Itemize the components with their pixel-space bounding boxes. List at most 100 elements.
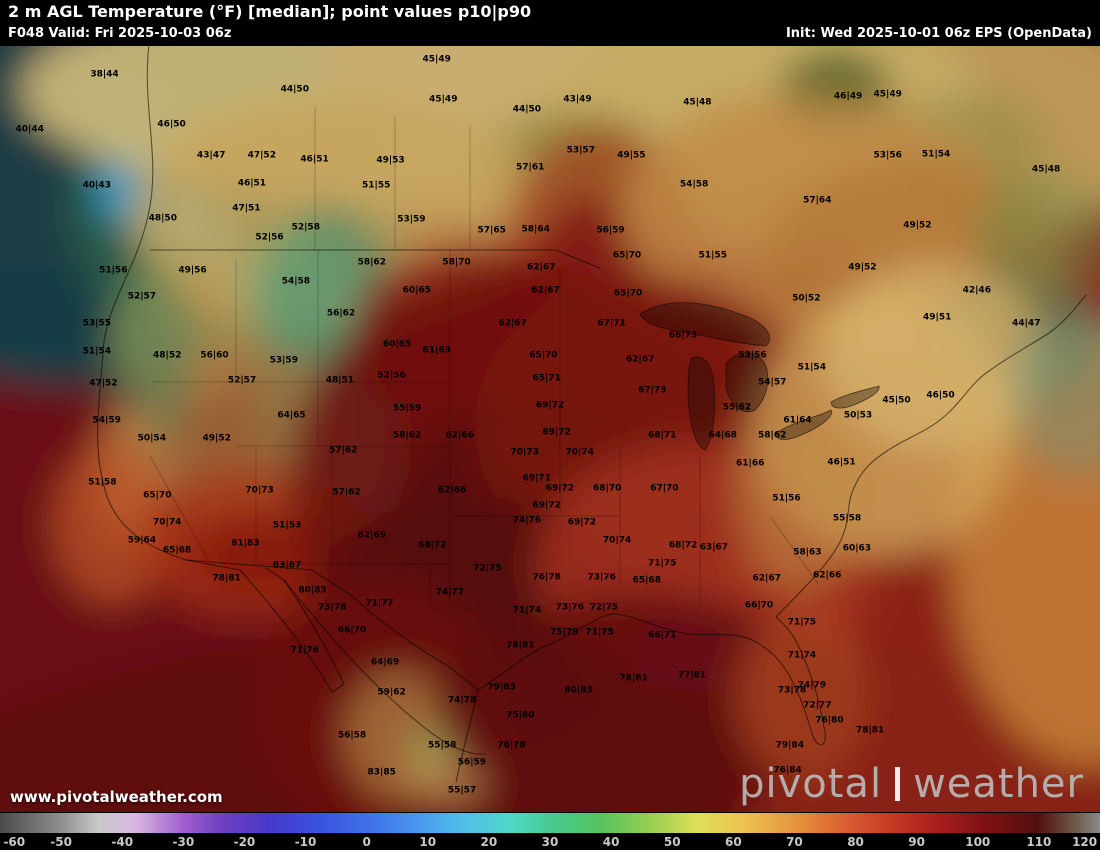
point-value: 58|70 bbox=[442, 257, 471, 268]
point-value: 48|50 bbox=[148, 213, 177, 224]
point-value: 55|59 bbox=[392, 403, 422, 414]
point-value: 61|69 bbox=[422, 345, 451, 356]
point-value: 46|51 bbox=[237, 178, 267, 189]
point-value: 58|62 bbox=[758, 430, 787, 441]
point-value: 73|78 bbox=[318, 602, 347, 613]
point-value: 74|78 bbox=[447, 695, 477, 706]
point-value: 78|81 bbox=[212, 573, 241, 584]
point-value: 47|52 bbox=[247, 150, 276, 161]
point-value: 47|52 bbox=[89, 378, 118, 389]
colorbar-gradient bbox=[0, 813, 1100, 833]
point-value: 49|56 bbox=[178, 265, 207, 276]
point-value: 46|51 bbox=[300, 154, 329, 165]
colorbar-tick-label: 80 bbox=[847, 835, 864, 849]
colorbar-tick-label: 50 bbox=[663, 835, 681, 849]
point-value: 76|80 bbox=[815, 715, 844, 726]
point-value: 62|67 bbox=[531, 285, 560, 296]
time-bar: F048 Valid: Fri 2025-10-03 06z Init: Wed… bbox=[0, 24, 1100, 46]
point-value: 67|70 bbox=[650, 483, 679, 494]
point-value: 54|58 bbox=[281, 276, 311, 287]
point-value: 40|44 bbox=[15, 124, 44, 135]
point-value: 56|58 bbox=[337, 730, 367, 741]
point-value: 60|65 bbox=[402, 285, 432, 296]
point-value: 73|78 bbox=[777, 685, 807, 696]
brand-logo: pivotal weather bbox=[739, 764, 1084, 804]
point-value: 69|72 bbox=[542, 427, 571, 438]
point-value: 56|59 bbox=[596, 225, 625, 236]
point-value: 70|74 bbox=[602, 535, 632, 546]
point-value: 45|48 bbox=[683, 97, 712, 108]
point-value: 55|57 bbox=[447, 785, 477, 796]
point-value: 52|58 bbox=[291, 222, 320, 233]
point-value: 76|84 bbox=[773, 765, 802, 776]
point-value: 67|73 bbox=[638, 385, 667, 396]
point-value: 53|59 bbox=[397, 214, 426, 225]
watermark-url: www.pivotalweather.com bbox=[10, 788, 223, 806]
point-value: 69|72 bbox=[545, 483, 575, 494]
point-value: 71|75 bbox=[787, 617, 817, 628]
point-value: 65|71 bbox=[532, 373, 561, 384]
point-value: 46|50 bbox=[157, 119, 186, 130]
point-value: 83|85 bbox=[367, 767, 396, 778]
point-value: 42|46 bbox=[962, 285, 991, 296]
point-value: 54|57 bbox=[758, 377, 787, 388]
coastline-borders bbox=[97, 46, 1087, 783]
point-value: 53|59 bbox=[269, 355, 298, 366]
point-value: 38|44 bbox=[90, 69, 119, 80]
point-value: 58|63 bbox=[793, 547, 822, 558]
point-value: 74|79 bbox=[797, 680, 826, 691]
point-value: 48|51 bbox=[325, 375, 355, 386]
point-value: 79|84 bbox=[775, 740, 804, 751]
point-value: 78|81 bbox=[619, 673, 648, 684]
point-value: 74|77 bbox=[435, 587, 465, 598]
point-value: 51|56 bbox=[99, 265, 128, 276]
point-value: 73|76 bbox=[555, 602, 584, 613]
colorbar-tick-label: -50 bbox=[50, 835, 72, 849]
point-value: 65|70 bbox=[612, 250, 642, 261]
point-value: 64|65 bbox=[277, 410, 306, 421]
point-value: 57|62 bbox=[332, 487, 361, 498]
point-value: 52|56 bbox=[255, 232, 284, 243]
temperature-field-graphic bbox=[0, 46, 1100, 812]
point-value: 53|57 bbox=[566, 145, 595, 156]
point-value: 51|54 bbox=[921, 149, 951, 160]
colorbar-tick-label: -30 bbox=[172, 835, 195, 849]
point-value: 55|58 bbox=[428, 740, 457, 751]
point-value: 51|54 bbox=[797, 362, 826, 373]
point-value: 67|71 bbox=[597, 318, 626, 329]
colorbar-tick-label: 100 bbox=[965, 835, 991, 849]
point-value: 55|58 bbox=[832, 513, 862, 524]
point-value: 57|64 bbox=[803, 195, 832, 206]
point-value: 57|61 bbox=[516, 162, 545, 173]
point-value: 65|68 bbox=[632, 575, 661, 586]
point-value: 62|66 bbox=[445, 430, 474, 441]
point-value: 49|52 bbox=[848, 262, 877, 273]
point-value: 45|50 bbox=[882, 395, 911, 406]
point-value: 50|54 bbox=[137, 433, 166, 444]
point-value: 65|70 bbox=[613, 288, 643, 299]
colorbar-tick-label: 40 bbox=[602, 835, 620, 849]
point-value: 77|81 bbox=[677, 670, 707, 681]
point-value: 72|75 bbox=[589, 602, 619, 613]
point-value: 51|56 bbox=[772, 493, 801, 504]
point-value: 62|66 bbox=[813, 570, 842, 581]
brand-divider-icon bbox=[895, 767, 901, 801]
point-value: 58|62 bbox=[392, 430, 422, 441]
point-value: 51|53 bbox=[272, 520, 302, 531]
point-value: 50|52 bbox=[792, 293, 821, 304]
point-value: 45|48 bbox=[1031, 164, 1061, 175]
point-value: 65|68 bbox=[162, 545, 192, 556]
point-value: 49|55 bbox=[617, 150, 646, 161]
colorbar-tick-label: 90 bbox=[908, 835, 926, 849]
point-value: 61|66 bbox=[736, 458, 765, 469]
point-value: 68|71 bbox=[648, 430, 677, 441]
point-value: 52|57 bbox=[227, 375, 257, 386]
point-value: 64|68 bbox=[708, 430, 737, 441]
point-value: 75|79 bbox=[550, 627, 579, 638]
point-value: 73|76 bbox=[587, 572, 616, 583]
point-value: 52|57 bbox=[127, 291, 157, 302]
point-value: 69|72 bbox=[535, 400, 565, 411]
map-canvas[interactable]: 38|44 45|49 44|50 45|49 43|49 45|48 46|49 45|49… bbox=[0, 46, 1100, 812]
point-value: 80|83 bbox=[564, 685, 593, 696]
point-value: 49|53 bbox=[376, 155, 405, 166]
